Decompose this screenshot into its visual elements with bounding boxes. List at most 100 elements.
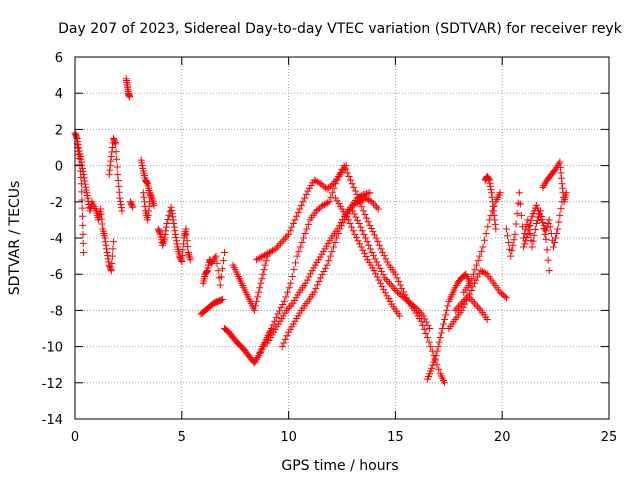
data-point [509,241,517,249]
data-point [355,220,363,228]
data-point [473,261,481,269]
data-point [483,315,491,323]
data-point [390,285,398,293]
y-tick-label: -10 [42,341,63,356]
data-point [382,255,390,263]
data-point [109,245,117,253]
data-point [469,270,477,278]
data-point [435,365,443,373]
data-point [272,245,280,253]
data-point [376,264,384,272]
data-point [140,193,148,201]
data-point [370,200,378,208]
data-point [203,267,211,275]
data-point [143,178,151,186]
data-point [253,256,261,264]
data-point [285,230,293,238]
data-point [562,189,570,197]
series-arc-2_7h [127,198,137,211]
data-point [77,180,85,188]
data-point [435,338,443,346]
data-point [381,274,389,282]
data-point [209,258,217,266]
data-point [97,205,105,213]
data-point [287,301,295,309]
data-point [375,276,383,284]
data-point [319,201,327,209]
data-point [531,225,539,233]
series-arc-19h [481,172,500,233]
data-point [179,246,187,254]
data-point [371,231,379,239]
data-point [552,234,560,242]
data-point [479,243,487,251]
data-point [487,186,495,194]
data-point [280,236,288,244]
data-point [529,237,537,245]
data-point [259,252,267,260]
data-point [516,200,524,208]
series-arc-early-b [73,140,88,256]
data-point [303,225,311,233]
data-point [482,269,490,277]
data-point [287,279,295,287]
data-point [384,277,392,285]
data-point [129,203,137,211]
data-point [362,253,370,261]
data-point [539,183,547,191]
data-point [461,296,469,304]
data-point [556,163,564,171]
data-point [107,267,115,275]
data-point [257,279,265,287]
data-point [421,315,429,323]
data-point [442,311,450,319]
data-point [218,296,226,304]
data-point [396,281,404,289]
data-point [125,93,133,101]
data-point [544,256,552,264]
data-point [114,171,122,179]
y-tick-label: 2 [55,123,63,138]
data-point [76,161,84,169]
data-point [98,220,106,228]
data-point [411,303,419,311]
data-point [540,222,548,230]
data-point [296,205,304,213]
data-point [310,288,318,296]
data-point [425,338,433,346]
data-point [502,225,510,233]
data-point [160,236,168,244]
data-point [159,239,167,247]
data-point [251,302,259,310]
data-point [490,211,498,219]
data-point [102,241,110,249]
data-point [378,267,386,275]
data-point [256,254,264,262]
data-point [557,205,565,213]
data-point [324,199,332,207]
data-point [304,220,312,228]
data-point [257,253,265,261]
data-point [379,248,387,256]
data-point [147,193,155,201]
data-point [108,259,116,267]
data-point [261,251,269,259]
data-point [320,201,328,209]
data-point [105,258,113,266]
data-point [117,201,125,209]
data-point [459,297,467,305]
tick-labels: 0 5 10 15 20 25 -14 -12 -10 -8 -6 -4 -2 0 2 4 6 [42,51,618,445]
data-point [322,200,330,208]
data-point [348,223,356,231]
data-point [413,305,421,313]
data-point [103,248,111,256]
data-point [357,223,365,231]
data-point [280,339,288,347]
data-point [451,306,459,314]
data-point [79,230,87,238]
data-point [382,276,390,284]
data-point [284,305,292,313]
data-point [474,303,482,311]
data-point [353,216,361,224]
data-point [558,180,566,188]
